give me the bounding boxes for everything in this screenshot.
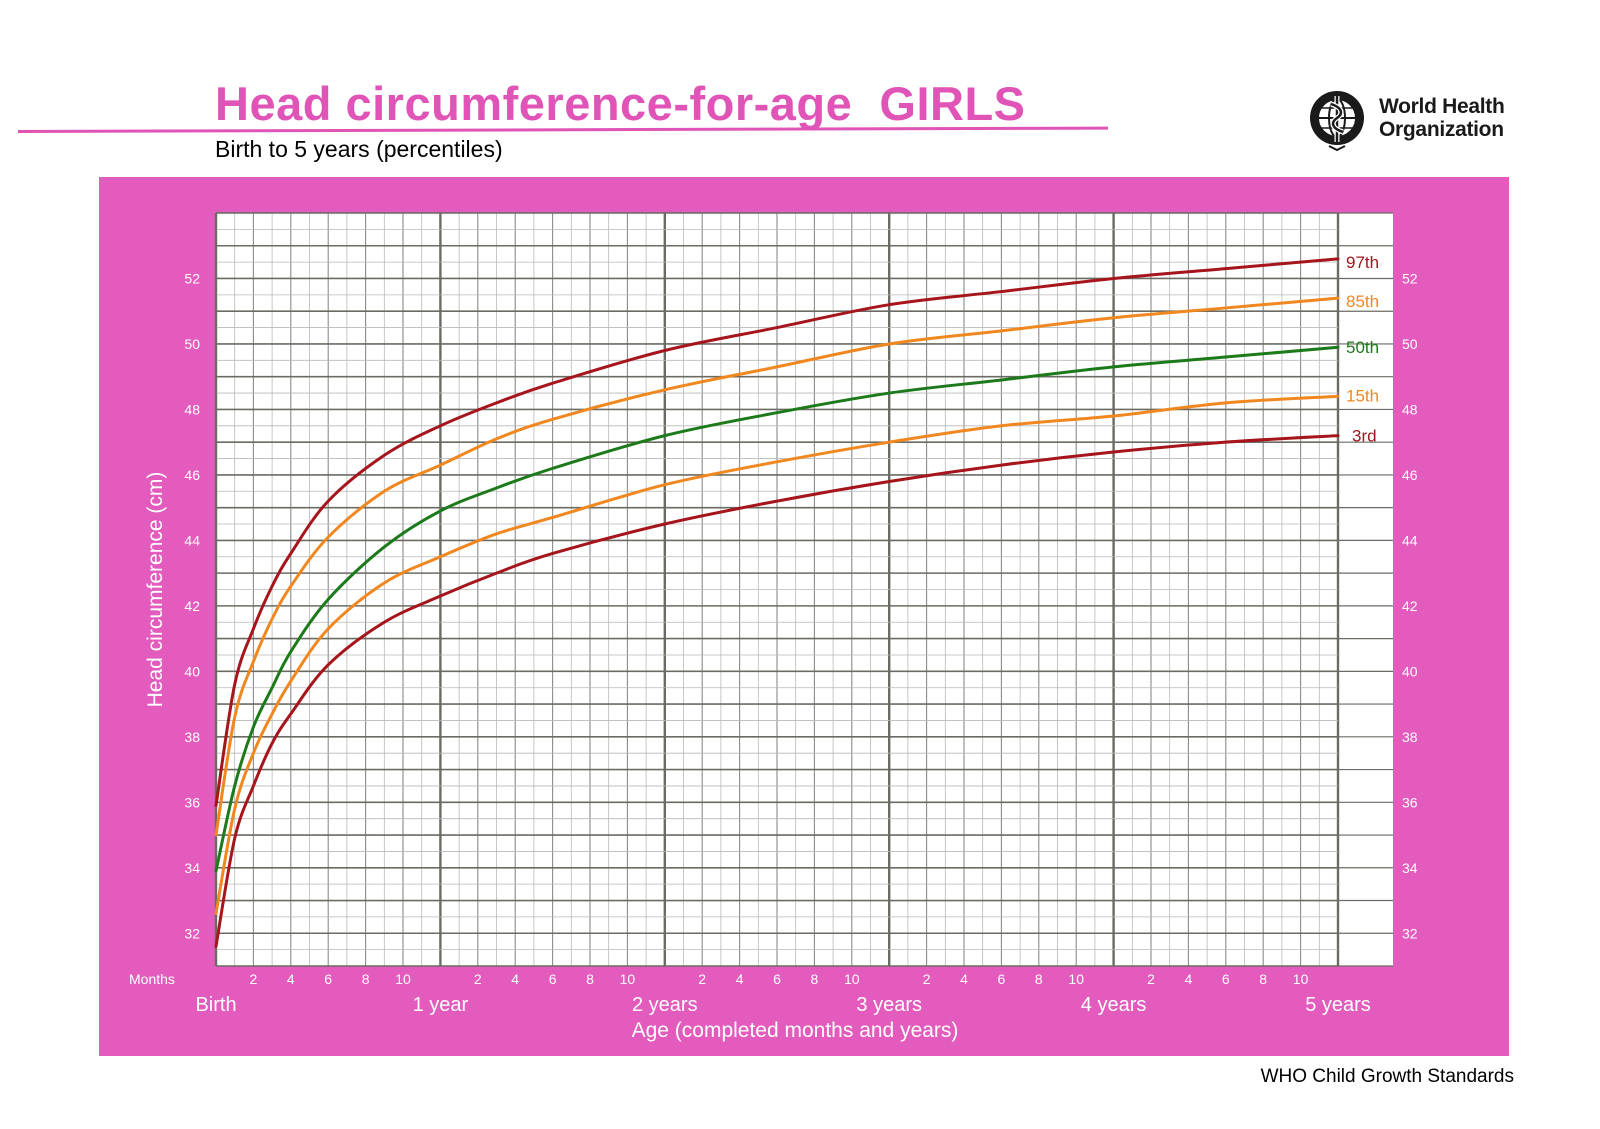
x-month-tick-label: 6 <box>998 971 1006 987</box>
x-month-tick-label: 6 <box>549 971 557 987</box>
y-tick-label-right: 50 <box>1402 336 1418 352</box>
y-tick-label-left: 38 <box>184 729 200 745</box>
x-month-tick-label: 2 <box>474 971 482 987</box>
x-month-tick-label: 4 <box>287 971 295 987</box>
chart-subtitle: Birth to 5 years (percentiles) <box>215 136 503 162</box>
x-year-label: Birth <box>195 994 236 1016</box>
y-tick-label-left: 36 <box>184 794 200 810</box>
x-year-label: 3 years <box>856 994 922 1016</box>
x-year-label: 5 years <box>1305 994 1371 1016</box>
x-axis-label: Age (completed months and years) <box>632 1019 959 1042</box>
x-month-tick-label: 4 <box>960 971 968 987</box>
x-month-tick-label: 10 <box>844 971 860 987</box>
y-tick-label-right: 38 <box>1402 729 1418 745</box>
x-year-label: 4 years <box>1081 994 1147 1016</box>
footer-source: WHO Child Growth Standards <box>1260 1066 1514 1087</box>
x-year-label: 2 years <box>632 994 698 1016</box>
x-month-tick-label: 10 <box>620 971 636 987</box>
y-tick-label-left: 42 <box>184 598 200 614</box>
percentile-curves <box>214 257 1340 948</box>
series-line-3rd <box>214 434 1340 948</box>
who-emblem-icon <box>1310 91 1364 152</box>
y-tick-label-right: 46 <box>1402 467 1418 483</box>
x-month-tick-label: 10 <box>395 971 411 987</box>
y-tick-label-left: 34 <box>184 860 200 876</box>
x-month-tick-label: 2 <box>250 971 258 987</box>
y-tick-label-right: 42 <box>1402 598 1418 614</box>
y-tick-label-right: 44 <box>1402 532 1418 548</box>
x-year-label: 1 year <box>413 994 469 1016</box>
x-month-tick-label: 6 <box>1222 971 1230 987</box>
series-label-50th: 50th <box>1346 338 1379 357</box>
x-month-tick-label: 4 <box>511 971 519 987</box>
x-month-tick-label: 6 <box>324 971 332 987</box>
series-label-3rd: 3rd <box>1352 427 1377 446</box>
series-line-85th <box>214 296 1340 837</box>
y-tick-label-right: 52 <box>1402 270 1418 286</box>
x-month-tick-label: 2 <box>923 971 931 987</box>
y-tick-label-right: 32 <box>1402 925 1418 941</box>
x-month-tick-label: 8 <box>362 971 370 987</box>
series-label-15th: 15th <box>1346 386 1379 405</box>
x-month-tick-label: 2 <box>698 971 706 987</box>
series-line-97th <box>214 257 1340 808</box>
y-tick-label-right: 48 <box>1402 401 1418 417</box>
x-unit-label: Months <box>129 971 175 987</box>
x-month-tick-label: 8 <box>586 971 594 987</box>
y-tick-label-right: 34 <box>1402 860 1418 876</box>
x-month-tick-label: 10 <box>1293 971 1309 987</box>
x-month-tick-label: 4 <box>736 971 744 987</box>
y-tick-label-left: 52 <box>184 270 200 286</box>
y-tick-label-left: 44 <box>184 532 200 548</box>
y-tick-label-left: 46 <box>184 467 200 483</box>
organization-name-line2: Organization <box>1379 118 1504 141</box>
series-label-97th: 97th <box>1346 253 1379 272</box>
y-tick-label-right: 40 <box>1402 663 1418 679</box>
x-month-tick-label: 10 <box>1068 971 1084 987</box>
organization-name-line1: World Health <box>1379 95 1505 118</box>
x-month-tick-label: 4 <box>1185 971 1193 987</box>
y-tick-label-left: 32 <box>184 925 200 941</box>
grid-lines <box>214 212 1393 967</box>
x-month-tick-label: 8 <box>811 971 819 987</box>
y-tick-label-left: 40 <box>184 663 200 679</box>
series-label-85th: 85th <box>1346 292 1379 311</box>
y-axis-label: Head circumference (cm) <box>144 472 167 708</box>
y-tick-label-left: 48 <box>184 401 200 417</box>
x-month-tick-label: 8 <box>1035 971 1043 987</box>
title-underline <box>17 126 1108 133</box>
y-tick-label-right: 36 <box>1402 794 1418 810</box>
series-line-50th <box>214 345 1340 873</box>
chart-title: Head circumference-for-age GIRLS <box>215 77 1026 130</box>
x-month-tick-label: 8 <box>1259 971 1267 987</box>
x-month-tick-label: 6 <box>773 971 781 987</box>
chart-panel: 32 32 34 34 36 36 38 38 40 40 42 42 44 44 46 46 48 48 50 50… <box>99 177 1509 1056</box>
x-month-tick-label: 2 <box>1147 971 1155 987</box>
series-line-15th <box>214 394 1340 916</box>
y-tick-label-left: 50 <box>184 336 200 352</box>
who-logo: World Health Organization <box>1305 88 1505 152</box>
